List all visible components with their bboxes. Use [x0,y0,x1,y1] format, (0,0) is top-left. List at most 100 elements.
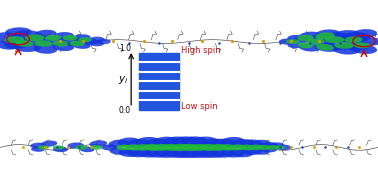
Ellipse shape [53,146,68,152]
Ellipse shape [221,149,244,158]
Ellipse shape [209,144,228,151]
Ellipse shape [359,37,378,46]
Ellipse shape [190,144,209,151]
Ellipse shape [13,30,43,42]
Ellipse shape [78,37,92,42]
Ellipse shape [5,36,24,43]
Ellipse shape [41,141,57,147]
Ellipse shape [79,38,98,45]
Ellipse shape [127,149,149,157]
Ellipse shape [67,143,84,149]
Ellipse shape [332,30,361,42]
Ellipse shape [75,145,87,150]
Ellipse shape [97,39,111,44]
Ellipse shape [248,145,263,150]
Ellipse shape [42,37,68,46]
Ellipse shape [172,148,198,158]
Ellipse shape [15,40,34,47]
Ellipse shape [79,146,94,152]
Ellipse shape [0,32,22,43]
Ellipse shape [181,136,208,147]
Ellipse shape [268,143,284,149]
Ellipse shape [211,149,235,158]
Ellipse shape [136,149,159,158]
Ellipse shape [274,145,285,149]
Ellipse shape [30,143,45,148]
Ellipse shape [259,142,278,149]
Ellipse shape [53,40,70,46]
Ellipse shape [340,32,370,43]
Ellipse shape [266,145,278,150]
Ellipse shape [257,145,271,150]
Ellipse shape [344,36,363,43]
Ellipse shape [287,43,302,48]
Ellipse shape [135,137,160,147]
Ellipse shape [324,41,350,50]
Ellipse shape [15,43,42,52]
Ellipse shape [34,40,53,47]
Text: High spin: High spin [181,46,220,55]
Ellipse shape [276,145,291,150]
Ellipse shape [354,42,370,48]
Ellipse shape [200,139,227,149]
Ellipse shape [109,148,129,155]
Ellipse shape [72,34,91,41]
Ellipse shape [89,140,107,147]
Ellipse shape [118,149,139,157]
Ellipse shape [200,144,218,151]
Ellipse shape [182,148,208,158]
Ellipse shape [0,41,19,50]
Ellipse shape [239,145,255,150]
Ellipse shape [293,36,312,43]
Ellipse shape [62,35,77,41]
Ellipse shape [315,32,335,40]
Ellipse shape [152,144,171,151]
Ellipse shape [144,139,170,149]
Ellipse shape [172,136,199,147]
Text: 1.0: 1.0 [119,44,131,53]
Ellipse shape [53,32,74,40]
Ellipse shape [5,27,31,37]
Ellipse shape [153,137,180,147]
Ellipse shape [323,33,352,43]
Text: $y_i$: $y_i$ [118,74,128,86]
Ellipse shape [231,149,253,157]
Ellipse shape [341,40,370,51]
Ellipse shape [72,42,91,49]
Ellipse shape [70,41,85,46]
Ellipse shape [4,38,32,49]
Ellipse shape [33,44,57,54]
Ellipse shape [180,144,200,151]
Ellipse shape [316,44,334,51]
Ellipse shape [332,44,360,55]
Ellipse shape [60,37,85,46]
Ellipse shape [240,139,263,148]
Ellipse shape [88,37,105,43]
Text: Low spin: Low spin [181,102,217,111]
Ellipse shape [210,139,236,149]
Text: 0.0: 0.0 [119,106,131,115]
Ellipse shape [325,36,344,43]
Ellipse shape [171,144,191,151]
Ellipse shape [101,144,118,150]
Ellipse shape [306,35,333,44]
Ellipse shape [299,43,321,52]
Ellipse shape [316,43,341,52]
Ellipse shape [163,136,189,147]
Ellipse shape [351,44,377,54]
Ellipse shape [307,38,325,45]
Ellipse shape [316,29,341,39]
Ellipse shape [126,139,150,148]
Ellipse shape [191,136,217,147]
Ellipse shape [134,144,152,151]
Ellipse shape [299,32,321,40]
Ellipse shape [34,30,57,38]
Ellipse shape [117,137,140,146]
Ellipse shape [230,139,254,148]
Ellipse shape [201,148,226,158]
Ellipse shape [229,144,246,150]
Ellipse shape [260,146,277,152]
Ellipse shape [192,148,217,158]
Ellipse shape [219,144,237,151]
Ellipse shape [53,145,64,149]
